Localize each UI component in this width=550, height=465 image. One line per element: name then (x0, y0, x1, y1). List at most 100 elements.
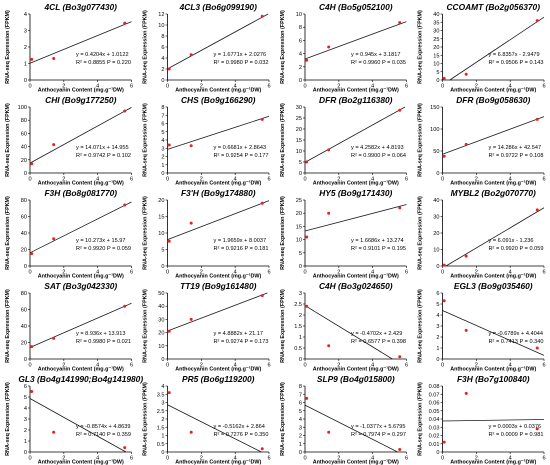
regression-line (445, 207, 545, 267)
y-tick-label: 2 (161, 67, 164, 73)
y-tick-label: 0 (299, 450, 302, 456)
x-tick-label: 2 (200, 456, 203, 462)
x-tick-label: 6 (405, 456, 408, 462)
chart-panel: CCOAMT (Bo2g056370) 0 5 10 15 20 25 30 35 40 0 2 4 6 R… (418, 2, 546, 94)
y-axis-label: RNA-seq Expression (FPKM) (5, 103, 11, 177)
chart-title: CCOAMT (Bo2g056370) (446, 2, 540, 12)
chart-panel: SAT (Bo3g042330) 0 20 40 60 80 0 2 4 6 RNA-seq Exp… (5, 281, 133, 373)
y-tick-label: 0 (24, 264, 27, 270)
x-tick-label: 2 (337, 84, 340, 90)
regression-line (167, 200, 270, 240)
regression-equation: y = 1.9659x + 8.0037 (214, 238, 267, 244)
chart-panel: 4CL (Bo3g077430) 0 1 2 3 4 0 2 4 6 RNA-seq Express… (5, 2, 133, 94)
x-tick-label: 0 (303, 84, 306, 90)
y-tick-label: 12 (158, 12, 164, 18)
regression-stats: R² = 0.9960 P = 0.035 (351, 60, 406, 66)
x-tick-label: 2 (337, 270, 340, 276)
x-tick-label: 0 (166, 177, 169, 183)
data-point (442, 299, 446, 303)
y-tick-label: 0.02 (429, 434, 440, 440)
x-tick-label: 6 (267, 270, 270, 276)
y-tick-label: 15 (296, 138, 302, 144)
y-tick-label: 0.01 (429, 442, 440, 448)
chart-panel: C4H (Bo3g024650) 0 0.5 1 1.5 2 2.5 3 0 2 4 6 RNA-seq… (280, 281, 408, 373)
x-axis-label: Anthocyanin Content (mg.g⁻¹DW) (450, 367, 536, 373)
regression-equation: y = 1.6686x + 13.274 (351, 238, 404, 244)
y-axis-label: RNA-seq Expression (FPKM) (5, 196, 11, 270)
y-tick-label: 6 (161, 45, 164, 51)
chart-title: CHI (Bo9g177250) (45, 95, 116, 105)
x-tick-label: 2 (62, 177, 65, 183)
x-tick-label: 2 (62, 270, 65, 276)
y-tick-label: 60 (21, 308, 27, 314)
chart-title: CHS (Bo9g166290) (181, 95, 256, 105)
x-tick-label: 2 (475, 177, 478, 183)
regression-line (304, 204, 407, 232)
regression-equation: y = 0.6681x + 2.8643 (214, 145, 267, 151)
x-tick-label: 2 (62, 363, 65, 369)
x-tick-label: 4 (96, 363, 99, 369)
y-tick-label: 35 (433, 20, 439, 26)
x-tick-label: 2 (475, 84, 478, 90)
x-tick-label: 4 (234, 177, 237, 183)
y-tick-label: 30 (433, 215, 439, 221)
data-point (535, 117, 539, 121)
y-tick-label: 150 (430, 105, 439, 111)
y-tick-label: 7 (161, 113, 164, 119)
data-point (167, 391, 171, 395)
x-tick-label: 4 (509, 177, 512, 183)
y-tick-label: 7 (299, 392, 302, 398)
x-axis-label: Anthocyanin Content (mg.g⁻¹DW) (38, 274, 124, 280)
y-tick-label: 10 (296, 238, 302, 244)
y-tick-label: 5 (161, 248, 164, 254)
y-tick-label: 80 (21, 118, 27, 124)
regression-line (29, 398, 127, 453)
y-tick-label: 0.05 (429, 409, 440, 415)
y-tick-label: 60 (21, 131, 27, 137)
chart-panel: F3H (Bo7g100840) 0 0.01 0.02 0.03 0.04 0.05 0.0… (418, 374, 546, 465)
chart-panel: 4CL3 (Bo6g099190) 0 2 4 6 8 10 12 0 2 4 6 RNA-seq Ex… (143, 2, 271, 94)
y-tick-label: 3 (24, 29, 27, 35)
x-tick-label: 4 (234, 456, 237, 462)
chart-panel: SLP9 (Bo4g015800) 0 1 2 3 4 5 6 7 8 0 2 4 6 RNA-seq Ex… (280, 374, 408, 465)
x-tick-label: 6 (405, 177, 408, 183)
y-tick-label: 10 (158, 23, 164, 29)
regression-stats: R² = 0.7413 P = 0.340 (489, 339, 544, 345)
x-axis-label: Anthocyanin Content (mg.g⁻¹DW) (175, 181, 261, 187)
y-tick-label: 0 (299, 78, 302, 84)
data-point (123, 446, 127, 450)
x-tick-label: 4 (509, 456, 512, 462)
y-tick-label: 0 (161, 171, 164, 177)
y-tick-label: 0.03 (429, 425, 440, 431)
x-tick-label: 2 (200, 363, 203, 369)
data-point (260, 14, 264, 18)
regression-line (449, 16, 545, 81)
regression-stats: R² = 0.0009 P = 0.981 (489, 432, 544, 438)
data-point (52, 143, 56, 147)
x-tick-label: 2 (337, 456, 340, 462)
y-tick-label: 30 (296, 105, 302, 111)
y-tick-label: 50 (158, 291, 164, 297)
y-tick-label: 20 (158, 198, 164, 204)
y-tick-label: 20 (433, 231, 439, 237)
regression-line (167, 13, 269, 70)
x-tick-label: 0 (441, 363, 444, 369)
data-point (30, 390, 34, 393)
x-axis-label: Anthocyanin Content (mg.g⁻¹DW) (313, 274, 399, 280)
chart-panel: PR5 (Bo6g119200) 0 0.5 1 1.5 2 2.5 3 3.5 4 0 2 4 6 RNA… (143, 374, 271, 465)
regression-equation: y = 14.286x + 42.547 (489, 145, 542, 151)
y-tick-label: 40 (21, 231, 27, 237)
y-axis-label: RNA-seq Expression (FPKM) (5, 10, 11, 84)
y-axis-label: RNA-seq Expression (FPKM) (280, 196, 286, 270)
data-point (464, 328, 468, 332)
y-axis-label: RNA-seq Expression (FPKM) (280, 10, 286, 84)
y-axis-label: RNA-seq Expression (FPKM) (143, 196, 149, 270)
chart-panel: C4H (Bo5g052100) 0 2 4 6 8 10 0 2 4 6 RNA-seq Expre… (280, 2, 408, 94)
y-tick-label: 20 (296, 127, 302, 133)
y-tick-label: 20 (21, 248, 27, 254)
x-axis-label: Anthocyanin Content (mg.g⁻¹DW) (175, 274, 261, 280)
x-tick-label: 6 (267, 363, 270, 369)
data-point (123, 21, 127, 25)
y-tick-label: 0.5 (157, 442, 165, 448)
y-tick-label: 4 (24, 12, 27, 18)
